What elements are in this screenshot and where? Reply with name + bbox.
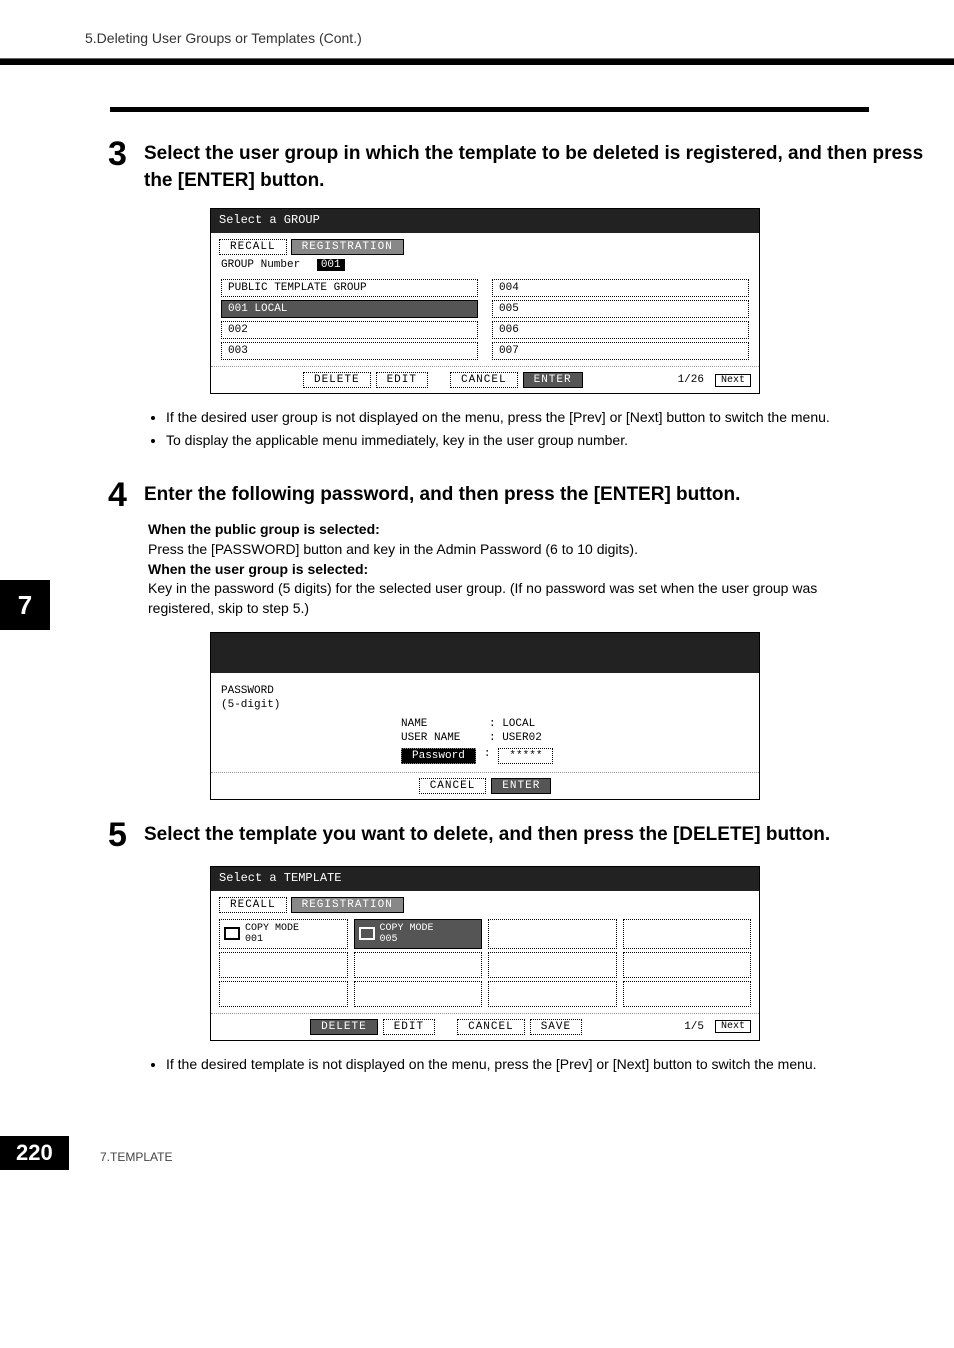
group-item-selected[interactable]: 001 LOCAL [221, 300, 478, 318]
field-value: : USER02 [489, 732, 542, 744]
group-item[interactable]: PUBLIC TEMPLATE GROUP [221, 279, 478, 297]
template-item-selected[interactable]: COPY MODE005 [354, 919, 483, 949]
delete-button[interactable]: DELETE [303, 372, 371, 388]
template-label: COPY MODE [245, 923, 299, 934]
password-sublabel: (5-digit) [221, 699, 749, 712]
step-5: 5 Select the template you want to delete… [108, 818, 954, 852]
step5-notes: If the desired template is not displayed… [148, 1055, 874, 1075]
edit-button[interactable]: EDIT [383, 1019, 435, 1035]
template-item[interactable] [354, 952, 483, 978]
save-button[interactable]: SAVE [530, 1019, 582, 1035]
group-number-value: 001 [317, 259, 345, 271]
group-item[interactable]: 002 [221, 321, 478, 339]
page-indicator: 1/26 [678, 374, 704, 386]
group-item[interactable]: 003 [221, 342, 478, 360]
template-item[interactable] [219, 981, 348, 1007]
template-id: 005 [380, 934, 398, 945]
breadcrumb: 5.Deleting User Groups or Templates (Con… [0, 0, 954, 59]
template-item[interactable] [488, 981, 617, 1007]
template-item[interactable] [623, 919, 752, 949]
page-indicator: 1/5 [684, 1021, 704, 1033]
next-button[interactable]: Next [715, 1020, 751, 1033]
enter-button[interactable]: ENTER [491, 778, 551, 794]
delete-button[interactable]: DELETE [310, 1019, 378, 1035]
list-item: If the desired user group is not display… [166, 408, 874, 428]
template-item[interactable] [354, 981, 483, 1007]
list-item: To display the applicable menu immediate… [166, 431, 874, 451]
step-number: 4 [108, 478, 130, 512]
lcd-select-group: Select a GROUP RECALL REGISTRATION GROUP… [210, 208, 760, 394]
step-4: 4 Enter the following password, and then… [108, 478, 954, 512]
colon: : [484, 748, 491, 764]
subhead: When the public group is selected: [148, 520, 874, 540]
cancel-button[interactable]: CANCEL [419, 778, 487, 794]
group-item[interactable]: 004 [492, 279, 749, 297]
template-label: COPY MODE [380, 923, 434, 934]
section-rule [110, 107, 869, 112]
step-3: 3 Select the user group in which the tem… [108, 137, 954, 194]
body-text: Key in the password (5 digits) for the s… [148, 579, 874, 618]
lcd-select-template: Select a TEMPLATE RECALL REGISTRATION CO… [210, 866, 760, 1041]
body-text: Press the [PASSWORD] button and key in t… [148, 540, 874, 560]
step3-notes: If the desired user group is not display… [148, 408, 874, 450]
subhead: When the user group is selected: [148, 560, 874, 580]
template-id: 001 [245, 934, 263, 945]
step-text: Select the user group in which the templ… [144, 137, 954, 194]
group-item[interactable]: 006 [492, 321, 749, 339]
template-item[interactable]: COPY MODE001 [219, 919, 348, 949]
field-label: NAME [401, 718, 481, 730]
lcd-title: Select a TEMPLATE [211, 867, 759, 891]
password-field[interactable]: ***** [498, 748, 553, 764]
step-text: Enter the following password, and then p… [144, 478, 740, 509]
tab-registration[interactable]: REGISTRATION [291, 897, 404, 913]
lcd-password: PASSWORD (5-digit) NAME : LOCAL USER NAM… [210, 632, 760, 799]
template-item[interactable] [219, 952, 348, 978]
template-icon [224, 927, 240, 940]
header-strip [0, 59, 954, 65]
template-item[interactable] [488, 919, 617, 949]
cancel-button[interactable]: CANCEL [457, 1019, 525, 1035]
password-label: PASSWORD [221, 685, 749, 698]
step-number: 5 [108, 818, 130, 852]
tab-recall[interactable]: RECALL [219, 239, 287, 255]
footer-label: 7.TEMPLATE [100, 1150, 172, 1164]
template-item[interactable] [623, 952, 752, 978]
tab-registration[interactable]: REGISTRATION [291, 239, 404, 255]
group-item[interactable]: 005 [492, 300, 749, 318]
page-number: 220 [0, 1136, 69, 1170]
template-item[interactable] [623, 981, 752, 1007]
field-label: USER NAME [401, 732, 481, 744]
cancel-button[interactable]: CANCEL [450, 372, 518, 388]
password-field-label: Password [401, 748, 476, 764]
edit-button[interactable]: EDIT [376, 372, 428, 388]
next-button[interactable]: Next [715, 374, 751, 387]
template-item[interactable] [488, 952, 617, 978]
group-number-label: GROUP Number [221, 259, 300, 271]
template-icon [359, 927, 375, 940]
group-item[interactable]: 007 [492, 342, 749, 360]
lcd-title [211, 633, 759, 673]
lcd-title: Select a GROUP [211, 209, 759, 233]
tab-recall[interactable]: RECALL [219, 897, 287, 913]
list-item: If the desired template is not displayed… [166, 1055, 874, 1075]
enter-button[interactable]: ENTER [523, 372, 583, 388]
chapter-tab: 7 [0, 580, 50, 630]
step-text: Select the template you want to delete, … [144, 818, 830, 849]
step-number: 3 [108, 137, 130, 171]
field-value: : LOCAL [489, 718, 535, 730]
